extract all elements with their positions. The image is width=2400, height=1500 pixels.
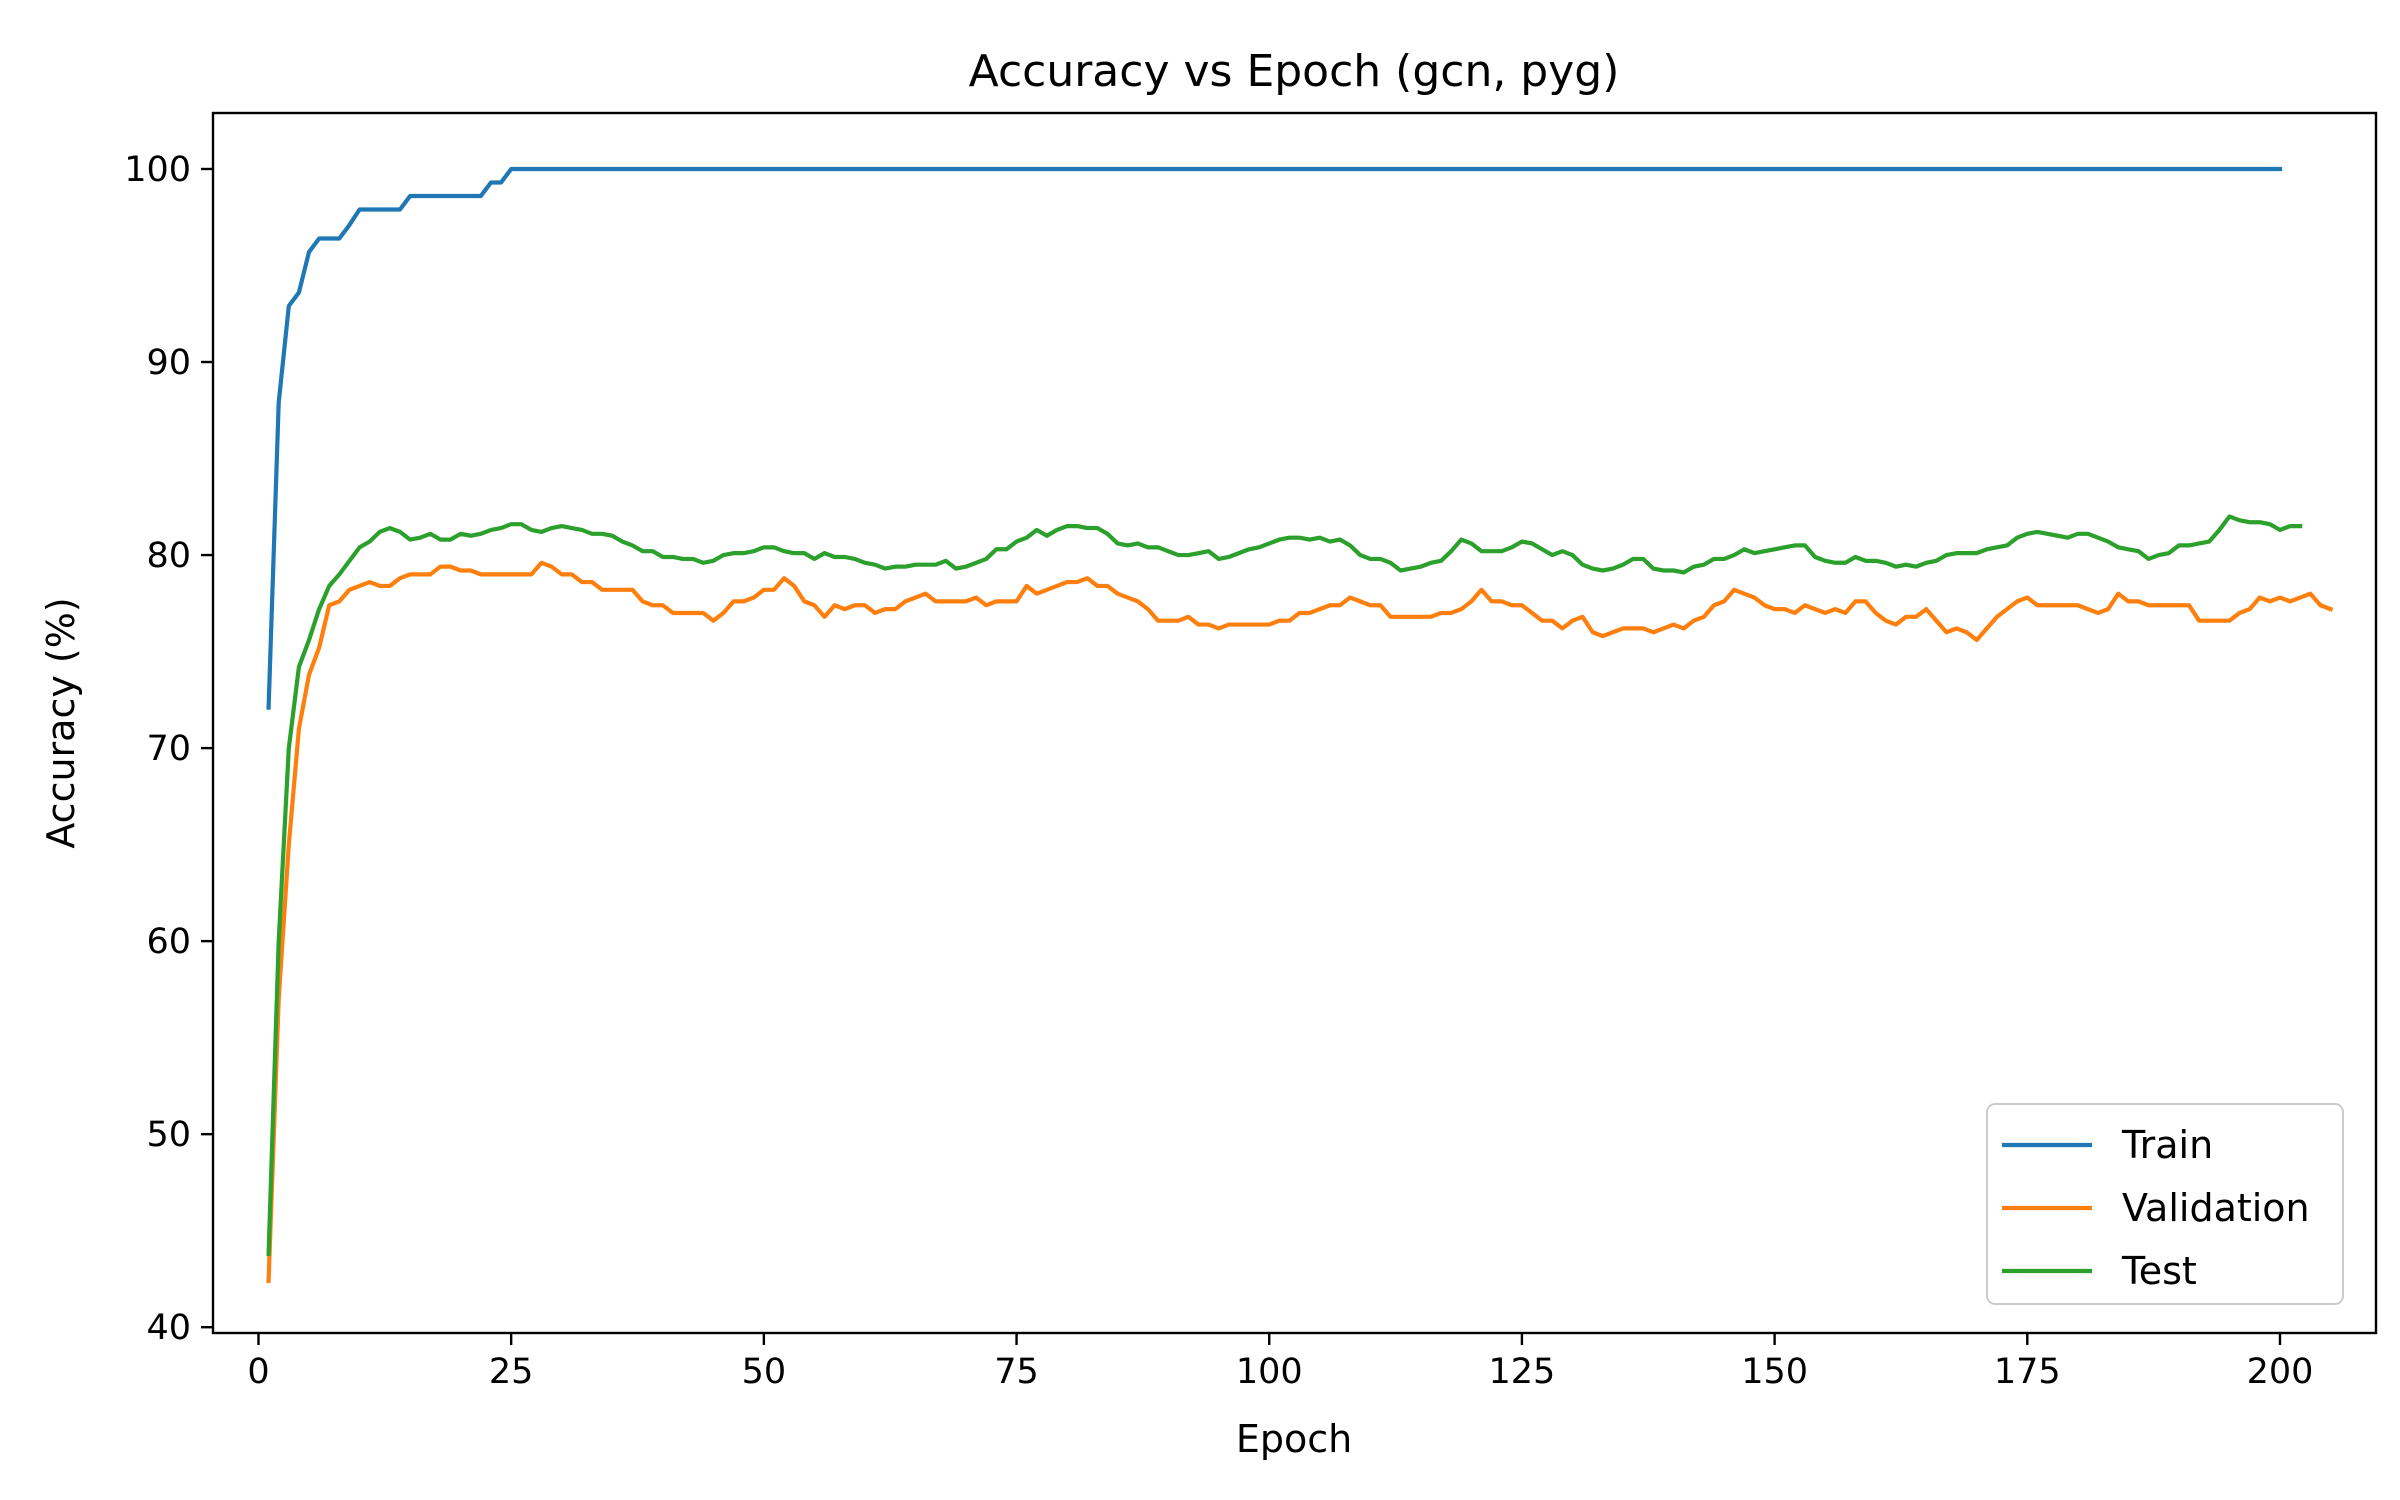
series-line-train <box>266 166 2283 710</box>
series-line-test <box>266 514 2303 1257</box>
series-line-validation <box>266 560 2334 1284</box>
x-tick-label: 150 <box>1741 1352 1808 1392</box>
x-tick-label: 50 <box>742 1352 787 1392</box>
x-tick-label: 200 <box>2247 1352 2314 1392</box>
legend-items: Train Validation Test <box>2002 1123 2310 1293</box>
x-tick-label: 75 <box>994 1352 1039 1392</box>
y-tick-label: 50 <box>146 1115 191 1155</box>
x-axis-label: Epoch <box>1236 1417 1352 1461</box>
legend-label-validation: Validation <box>2122 1186 2310 1230</box>
legend-box <box>1986 1103 2344 1305</box>
y-tick-label: 100 <box>124 150 191 190</box>
legend-label-train: Train <box>2121 1123 2213 1167</box>
legend: Train Validation Test <box>1986 1103 2344 1305</box>
y-tick-label: 90 <box>146 343 191 383</box>
plot-frame <box>211 111 2378 1335</box>
x-tick-label: 0 <box>247 1352 269 1392</box>
x-tick-label: 100 <box>1236 1352 1303 1392</box>
x-tick-label: 125 <box>1489 1352 1556 1392</box>
y-tick-label: 80 <box>146 536 191 576</box>
y-tick-label: 40 <box>146 1308 191 1348</box>
series-lines <box>266 166 2334 1284</box>
y-axis-label: Accuracy (%) <box>39 597 83 848</box>
axis-ticks: 0 25 50 75 100 125 150 175 200 40 50 60 70 80 90 100 <box>124 150 2313 1392</box>
legend-label-test: Test <box>2121 1249 2197 1293</box>
x-tick-label: 25 <box>489 1352 534 1392</box>
chart-title: Accuracy vs Epoch (gcn, pyg) <box>969 46 1620 97</box>
y-tick-label: 70 <box>146 729 191 769</box>
x-tick-label: 175 <box>1994 1352 2061 1392</box>
y-tick-label: 60 <box>146 922 191 962</box>
